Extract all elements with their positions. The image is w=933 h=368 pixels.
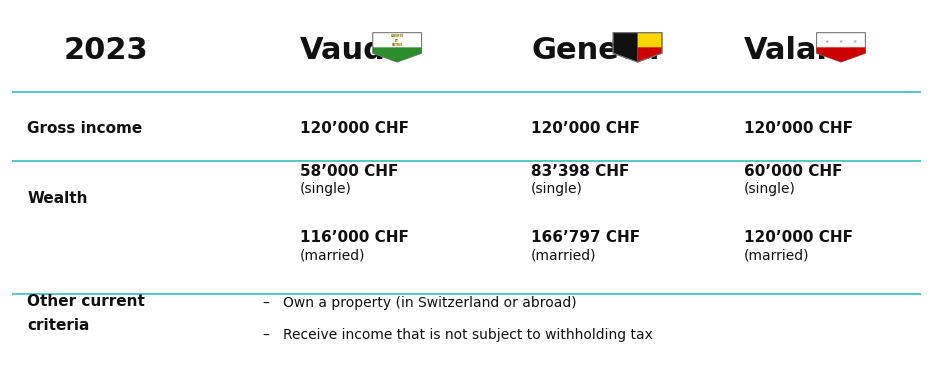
Polygon shape — [816, 47, 866, 62]
Text: Gross income: Gross income — [27, 121, 143, 136]
Text: LIBERTÉ
ET
PATRIE: LIBERTÉ ET PATRIE — [391, 34, 404, 47]
Text: 120’000 CHF: 120’000 CHF — [300, 121, 409, 136]
Text: (married): (married) — [300, 249, 366, 263]
Text: Valais: Valais — [744, 36, 846, 66]
Text: 116’000 CHF: 116’000 CHF — [300, 230, 409, 245]
Polygon shape — [613, 33, 637, 62]
Text: (single): (single) — [744, 183, 796, 197]
Text: 120’000 CHF: 120’000 CHF — [744, 121, 853, 136]
Text: ★: ★ — [853, 39, 856, 44]
Text: 60’000 CHF: 60’000 CHF — [744, 164, 842, 179]
Text: 83’398 CHF: 83’398 CHF — [531, 164, 630, 179]
Text: (married): (married) — [531, 249, 597, 263]
Text: (single): (single) — [300, 183, 352, 197]
Polygon shape — [816, 33, 866, 62]
Polygon shape — [373, 47, 422, 62]
Text: ★: ★ — [839, 39, 843, 44]
Text: 120’000 CHF: 120’000 CHF — [744, 230, 853, 245]
Text: Wealth: Wealth — [27, 191, 88, 206]
Text: (single): (single) — [531, 183, 583, 197]
Polygon shape — [637, 47, 662, 62]
Text: 58’000 CHF: 58’000 CHF — [300, 164, 398, 179]
Text: Geneva: Geneva — [531, 36, 660, 66]
Text: 2023: 2023 — [63, 36, 148, 66]
Text: –   Own a property (in Switzerland or abroad): – Own a property (in Switzerland or abro… — [263, 296, 577, 310]
Text: ★: ★ — [825, 39, 829, 44]
Text: –   Receive income that is not subject to withholding tax: – Receive income that is not subject to … — [263, 328, 653, 342]
Polygon shape — [613, 33, 662, 62]
Text: 120’000 CHF: 120’000 CHF — [531, 121, 640, 136]
Text: (married): (married) — [744, 249, 810, 263]
Text: Other current
criteria: Other current criteria — [27, 294, 146, 333]
Text: Vaud: Vaud — [300, 36, 386, 66]
Text: 166’797 CHF: 166’797 CHF — [531, 230, 640, 245]
Polygon shape — [373, 33, 422, 62]
